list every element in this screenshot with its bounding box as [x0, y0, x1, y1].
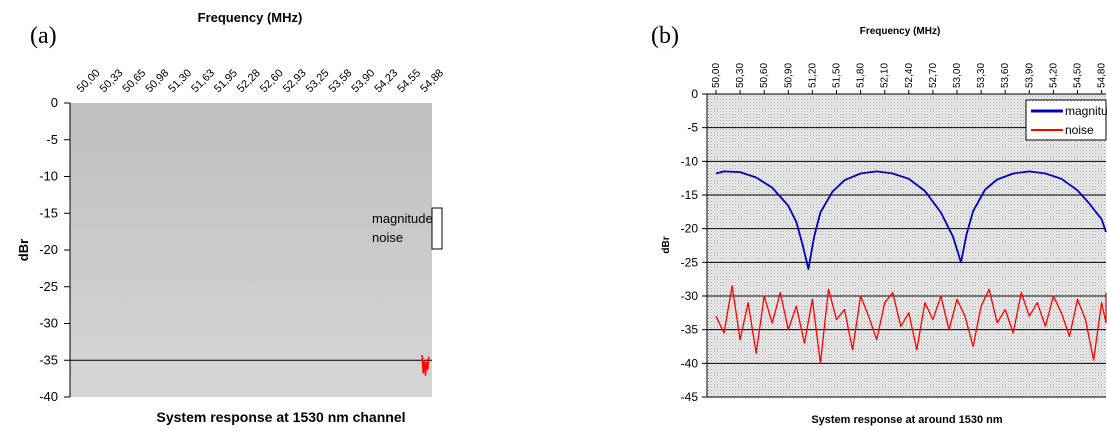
panel-a-plot-area [70, 103, 432, 397]
panel-a-x-tick-label: 50,00 [75, 67, 103, 95]
panel-b-x-tick-label: 54,80 [1097, 63, 1107, 88]
panel-b-legend: magnitude noise [1025, 99, 1107, 141]
panel-b-x-tick-label: 54,20 [1048, 63, 1059, 88]
chart-panel-a: (a) Frequency (MHz) 0 -5 -10 -15 -20 -25 -30 -3… [16, 10, 446, 425]
panel-b-label: (b) [651, 23, 679, 49]
panel-a-y-tick-label: -15 [39, 205, 58, 220]
panel-a-x-tick-label: 53,58 [327, 67, 355, 95]
panel-a-legend-magnitude: magnitude [372, 211, 433, 226]
panel-b-x-tick-label: 53,60 [1000, 63, 1011, 88]
panel-a-y-tick-label: -35 [39, 352, 58, 367]
panel-b-y-axis-title: dBr [661, 236, 672, 253]
panel-b-plot-area [707, 94, 1106, 397]
panel-a-y-tick-label: -10 [39, 169, 58, 184]
panel-a-caption: System response at 1530 nm channel [157, 409, 406, 425]
panel-b-x-axis-title: Frequency (MHz) [860, 26, 941, 37]
panel-b-x-tick-label: 51,80 [856, 63, 867, 88]
panel-b-y-tick-label: -35 [681, 323, 699, 337]
panel-a-y-tick-label: 0 [51, 95, 58, 110]
panel-a-legend-noise: noise [372, 230, 403, 245]
panel-a-x-axis-title: Frequency (MHz) [198, 10, 303, 25]
panel-a-x-tick-label: 52,93 [281, 67, 309, 95]
panel-a-y-tick-label: -20 [39, 242, 58, 257]
panel-b-y-tick-label: -45 [681, 390, 699, 404]
panel-b-legend-magnitude: magnitude [1065, 104, 1107, 118]
panel-b-x-tick-label: 54,50 [1073, 63, 1084, 88]
panel-a-x-tick-label: 52,60 [258, 67, 286, 95]
panel-b-x-tick-label: 53,30 [976, 63, 987, 88]
panel-b-y-tick-label: -20 [681, 222, 699, 236]
panel-b-series-magnitude [715, 170, 1107, 271]
panel-b-y-tick-label: 0 [691, 87, 698, 101]
panel-a-x-tick-label: 54,55 [395, 67, 423, 95]
panel-b-x-tick-label: 52,10 [880, 63, 891, 88]
panel-b-y-tick-label: -30 [681, 289, 699, 303]
panel-b-y-tick-label: -10 [681, 154, 699, 168]
panel-b-x-tick-label: 52,40 [904, 63, 915, 88]
panel-a-label: (a) [30, 23, 57, 49]
panel-b-x-tick-label: 50,60 [759, 63, 770, 88]
panel-b-x-tick-label: 50,90 [783, 63, 794, 88]
panel-a-y-tick-label: -40 [39, 389, 58, 404]
panel-a-x-tick-label: 54,88 [418, 67, 446, 95]
panel-b-y-tick-label: -40 [681, 356, 699, 370]
panel-a-y-tick-label: -30 [39, 316, 58, 331]
panel-b-x-tick-label: 51,50 [832, 63, 843, 88]
panel-a-x-tick-label: 51,63 [189, 67, 217, 95]
panel-a-x-tick-label: 50,65 [120, 67, 148, 95]
panel-b-caption: System response at around 1530 nm [811, 414, 1003, 426]
panel-b-legend-box [1025, 99, 1107, 141]
panel-a-y-tick-label: -5 [46, 132, 58, 147]
panel-b-legend-noise: noise [1065, 123, 1094, 137]
panel-a-x-tick-label: 54,23 [372, 67, 400, 95]
panel-a-x-tick-label: 51,95 [212, 67, 240, 95]
panel-a-x-tick-label: 53,90 [349, 67, 377, 95]
panel-a-y-tick-label: -25 [39, 279, 58, 294]
panel-b-y-tick-label: -15 [681, 188, 699, 202]
panel-a-y-axis-title: dBr [16, 239, 31, 261]
panel-a-x-tick-label: 52,28 [235, 67, 263, 95]
chart-panel-b: (b) Frequency (MHz) 0 -5 -10 -15 -20 -25 -30 -3… [651, 23, 1107, 426]
panel-b-y-tick-label: -25 [681, 255, 699, 269]
panel-a-x-tick-label: 50,98 [143, 67, 171, 95]
panel-a-x-tick-label: 51,30 [166, 67, 194, 95]
panel-a-x-tick-label: 53,25 [304, 67, 332, 95]
panel-b-series-noise [715, 285, 1107, 364]
panel-b-x-tick-label: 51,20 [807, 63, 818, 88]
panel-b-y-tick-label: -5 [687, 121, 698, 135]
panel-b-x-tick-label: 53,90 [1024, 63, 1035, 88]
panel-a-legend-box [431, 207, 443, 250]
panel-b-x-tick-label: 50,30 [735, 63, 746, 88]
panel-b-x-tick-label: 50,00 [711, 63, 722, 88]
panel-b-x-tick-label: 53,00 [952, 63, 963, 88]
panel-b-x-tick-label: 52,70 [928, 63, 939, 88]
panel-a-x-tick-label: 50,33 [98, 67, 126, 95]
panel-a-series-noise [421, 355, 430, 376]
